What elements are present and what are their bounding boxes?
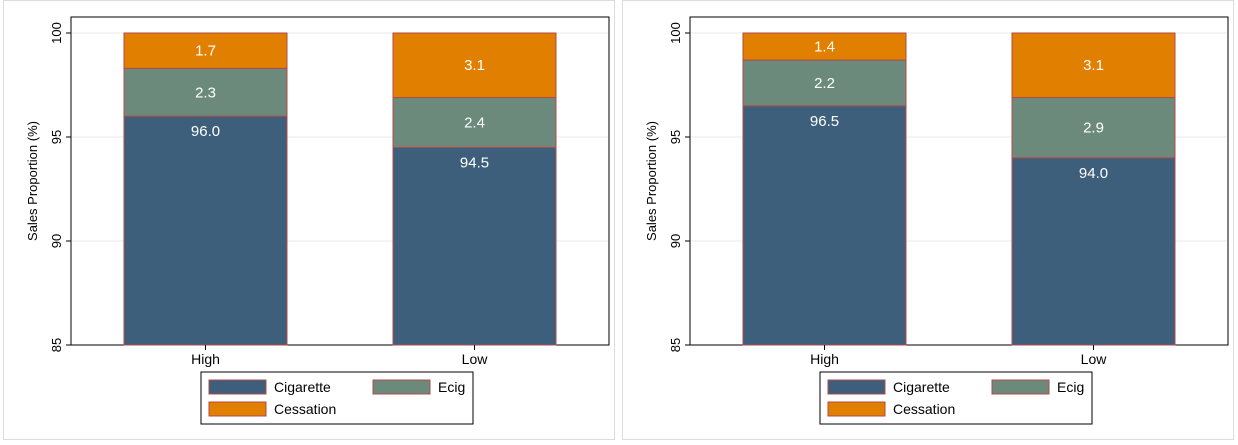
bar-ecig-low <box>1011 96 1176 159</box>
bar-cigarette-low <box>1011 157 1176 346</box>
legend-label-cigarette: Cigarette <box>274 379 331 395</box>
bar-cessation-high <box>742 32 907 61</box>
bar-cessation-low <box>392 32 557 98</box>
bar-ecig-high <box>742 59 907 107</box>
y-axis-label: Sales Proportion (%) <box>644 121 659 241</box>
chart-panel-right: 85 90 95 100 Sales Proportion (%) 96.5 2.2 1.4 H… <box>622 0 1234 440</box>
legend-label-cessation: Cessation <box>893 401 955 417</box>
y-tick-label: 95 <box>668 130 683 144</box>
bar-cigarette-low <box>392 146 557 346</box>
x-tick-label: High <box>191 351 220 367</box>
x-tick-label: High <box>810 351 839 367</box>
legend: Cigarette Ecig Cessation <box>200 371 474 425</box>
y-axis-label: Sales Proportion (%) <box>25 121 40 241</box>
y-tick-label: 95 <box>49 130 64 144</box>
bar-value-label: 3.1 <box>464 57 485 74</box>
bar-cessation-low <box>1011 32 1176 98</box>
legend-label-cigarette: Cigarette <box>893 379 950 395</box>
bar-value-label: 94.0 <box>1079 165 1108 182</box>
legend-label-ecig: Ecig <box>438 379 465 395</box>
legend-swatch-cessation <box>208 401 267 417</box>
bar-value-label: 3.1 <box>1083 57 1104 74</box>
bar-value-label: 96.0 <box>191 123 220 140</box>
legend-swatch-cigarette <box>208 379 267 395</box>
legend-swatch-cessation <box>827 401 886 417</box>
bar-cigarette-high <box>742 105 907 346</box>
bar-value-label: 2.2 <box>814 75 835 92</box>
stacked-bar-chart-right: 85 90 95 100 Sales Proportion (%) 96.5 2.2 1.4 H… <box>644 16 1229 425</box>
legend-swatch-cigarette <box>827 379 886 395</box>
bar-value-label: 2.3 <box>195 84 216 101</box>
x-tick-label: Low <box>1081 351 1108 367</box>
y-tick-label: 90 <box>49 234 64 248</box>
y-tick-label: 100 <box>49 22 64 44</box>
bar-ecig-low <box>392 96 557 148</box>
legend: Cigarette Ecig Cessation <box>819 371 1093 425</box>
y-tick-label: 100 <box>668 22 683 44</box>
bar-value-label: 94.5 <box>460 154 489 171</box>
legend-swatch-ecig <box>372 379 431 395</box>
bar-value-label: 96.5 <box>810 113 839 130</box>
y-tick-label: 85 <box>49 338 64 352</box>
bar-ecig-high <box>123 67 288 117</box>
x-tick-label: Low <box>462 351 489 367</box>
legend-swatch-ecig <box>991 379 1050 395</box>
bar-value-label: 2.9 <box>1083 120 1104 137</box>
bar-value-label: 2.4 <box>464 114 485 131</box>
bar-value-label: 1.4 <box>814 39 835 56</box>
legend-label-cessation: Cessation <box>274 401 336 417</box>
bar-value-label: 1.7 <box>195 43 216 60</box>
y-tick-label: 90 <box>668 234 683 248</box>
bar-cessation-high <box>123 32 288 69</box>
stacked-bar-chart-left: 85 90 95 100 Sales Proportion (%) 96.0 2.3 1.7 H… <box>25 16 610 425</box>
bar-cigarette-high <box>123 115 288 346</box>
chart-panel-left: 85 90 95 100 Sales Proportion (%) 96.0 2.3 1.7 H… <box>3 0 615 440</box>
y-tick-label: 85 <box>668 338 683 352</box>
legend-label-ecig: Ecig <box>1057 379 1084 395</box>
